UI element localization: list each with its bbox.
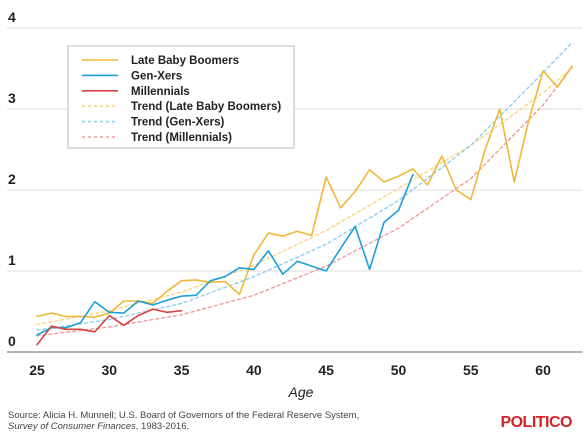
x-tick-label: 55 [463, 362, 479, 378]
source-note: Source: Alicia H. Munnell; U.S. Board of… [8, 410, 359, 432]
legend-box [67, 45, 295, 149]
legend-label-millennials: Millennials [131, 86, 190, 98]
source-line-2: Survey of Consumer Finances, 1983-2016. [8, 421, 359, 432]
series-line-late-baby-boomers [36, 65, 573, 319]
x-tick-label: 40 [246, 362, 262, 378]
series-line-trend-gen-xers [36, 41, 573, 331]
x-axis-title: Age [288, 384, 314, 400]
legend-label-gen-xers: Gen-Xers [131, 70, 182, 82]
y-tick-label: 1 [8, 252, 16, 268]
series-line-trend-millennials [36, 66, 573, 337]
legend-label-trend-millennials: Trend (Millennials) [131, 132, 232, 144]
legend-label-trend-late-baby-boomers: Trend (Late Baby Boomers) [131, 101, 281, 113]
y-tick-label: 3 [8, 90, 16, 106]
legend-label-trend-gen-xers: Trend (Gen-Xers) [131, 117, 224, 129]
source-line-1: Source: Alicia H. Munnell; U.S. Board of… [8, 410, 360, 421]
legend-items: Late Baby Boomers Gen-Xers Millennials Tren… [82, 55, 281, 144]
y-tick-label: 0 [8, 333, 16, 349]
y-tick-label: 4 [8, 9, 16, 25]
series-line-gen-xers [36, 173, 414, 336]
source-years: , 1983-2016. [135, 421, 190, 432]
legend: Late Baby Boomers Gen-Xers Millennials Tren… [67, 45, 295, 149]
series-line-millennials [36, 308, 183, 346]
series-layer [36, 41, 573, 346]
y-axis-ticks: 0 1 2 3 4 [8, 9, 16, 349]
x-axis-ticks: 25 30 35 40 45 50 55 60 [29, 362, 551, 378]
x-tick-label: 50 [391, 362, 407, 378]
x-tick-label: 60 [535, 362, 551, 378]
x-tick-label: 45 [318, 362, 334, 378]
x-tick-label: 30 [102, 362, 118, 378]
x-tick-label: 25 [29, 362, 45, 378]
legend-label-late-baby-boomers: Late Baby Boomers [131, 55, 239, 67]
source-survey-title: Survey of Consumer Finances [8, 421, 136, 432]
politico-logo: POLITICO [500, 414, 572, 431]
y-tick-label: 2 [8, 171, 16, 187]
x-tick-label: 35 [174, 362, 190, 378]
